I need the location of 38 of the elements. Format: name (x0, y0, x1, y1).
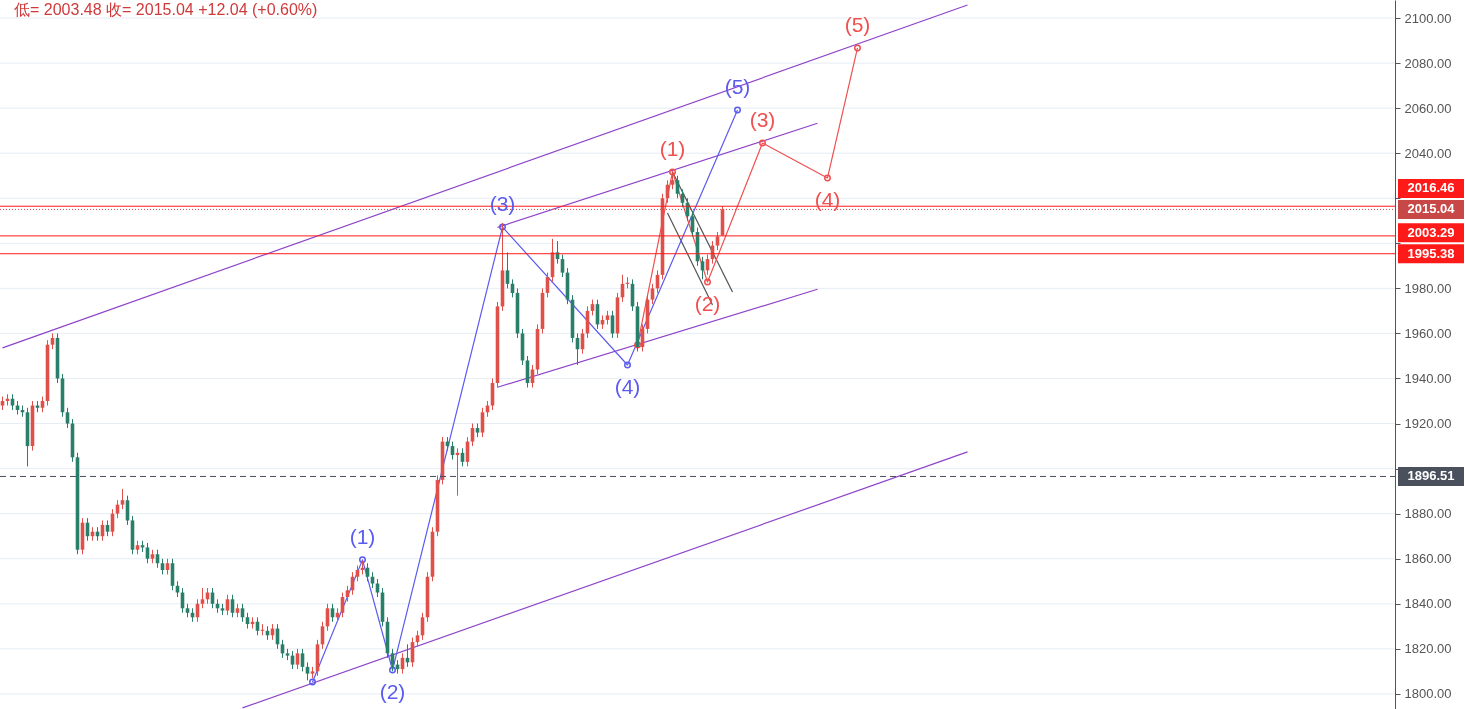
y-tick-label: 1920.00 (1404, 416, 1452, 432)
point (824, 174, 831, 182)
ref-line-label: 1995.38 (1407, 245, 1455, 261)
annotation: (3) (749, 108, 776, 132)
y-tick-label: 1840.00 (1404, 596, 1452, 612)
y-tick-label: 2060.00 (1404, 100, 1452, 116)
annotation: (4) (614, 374, 641, 398)
y-tick-label: 1880.00 (1404, 506, 1452, 522)
y-tick-label: 1960.00 (1404, 325, 1452, 341)
ref-line-label: 2003.29 (1407, 224, 1455, 240)
ref-line-label: 2015.04 (1407, 201, 1456, 217)
ref-line-label: 1896.51 (1407, 468, 1455, 484)
point (499, 223, 506, 231)
y-tick-label: 1820.00 (1404, 641, 1452, 657)
y-tick-label: 2040.00 (1404, 145, 1452, 161)
y-tick-label: 1860.00 (1404, 551, 1452, 567)
point (704, 278, 711, 286)
y-tick-label: 2100.00 (1404, 10, 1452, 26)
annotation: (2) (694, 292, 721, 316)
annotation: (5) (844, 12, 871, 36)
candlestick (200, 587, 205, 609)
y-tick-label: 1800.00 (1404, 686, 1452, 702)
point (759, 139, 766, 147)
annotation: (1) (349, 524, 376, 548)
candlestick (120, 488, 125, 510)
annotation: (2) (379, 680, 406, 704)
point (359, 556, 366, 564)
annotation: (1) (659, 136, 686, 160)
ref-line-label: 2016.46 (1407, 180, 1455, 196)
y-tick-label: 1940.00 (1404, 370, 1452, 386)
point (669, 168, 676, 176)
point (624, 361, 631, 369)
point (389, 666, 396, 674)
annotation: 低= 2003.48 收= 2015.04 +12.04 (+0.60%) (14, 1, 318, 18)
annotation: (4) (814, 187, 841, 211)
candlestick (670, 170, 675, 190)
y-tick-label: 1980.00 (1404, 280, 1452, 296)
y-tick-label: 2080.00 (1404, 55, 1452, 71)
